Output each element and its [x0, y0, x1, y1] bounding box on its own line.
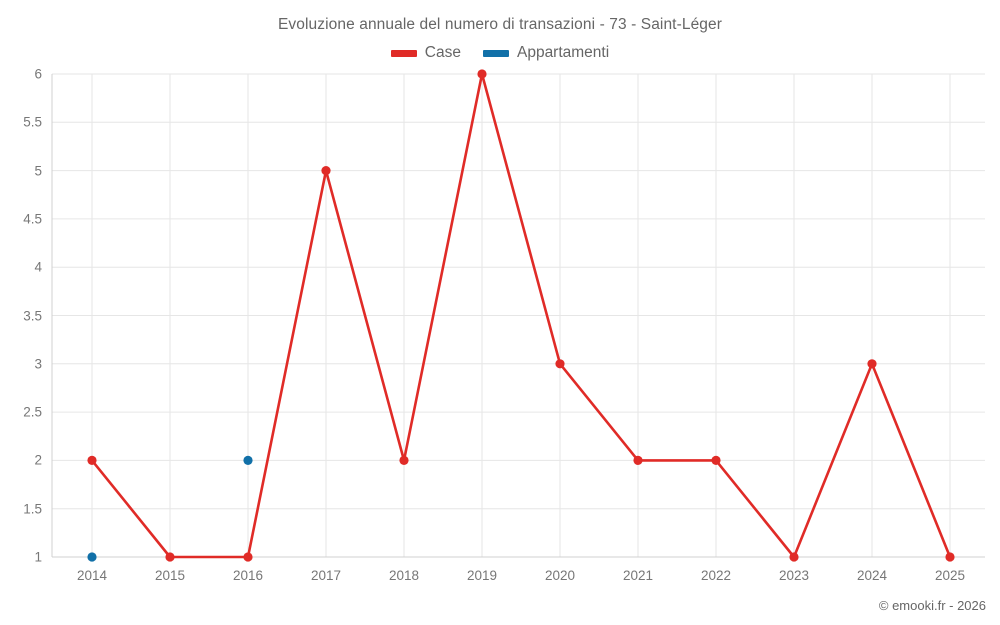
legend-item-case[interactable]: Case — [390, 44, 461, 62]
x-tick-label-2025: 2025 — [934, 568, 966, 583]
y-tick-label: 2 — [34, 452, 42, 468]
series-lines — [90, 72, 952, 559]
chart-legend: Case Appartamenti — [0, 44, 1000, 62]
data-point-case-2020 — [555, 359, 565, 369]
x-tick-label-2014: 2014 — [76, 568, 108, 583]
y-tick-label: 4 — [34, 259, 42, 275]
data-point-appartamenti-2014 — [87, 552, 97, 562]
data-point-case-2019 — [477, 69, 487, 79]
y-tick-label: 5.5 — [23, 114, 42, 130]
y-tick-label: 4.5 — [23, 211, 42, 227]
series-line-case — [90, 72, 952, 559]
data-point-case-2018 — [399, 455, 409, 465]
y-tick-label: 1.5 — [23, 501, 42, 517]
x-tick-label-2015: 2015 — [154, 568, 186, 583]
data-point-case-2016 — [243, 552, 253, 562]
legend-swatch-appartamenti — [482, 49, 509, 57]
legend-item-appartamenti[interactable]: Appartamenti — [482, 44, 610, 62]
data-point-appartamenti-2016 — [243, 455, 253, 465]
legend-swatch-case — [390, 49, 417, 57]
data-point-case-2021 — [633, 455, 643, 465]
data-point-case-2017 — [321, 166, 331, 176]
y-tick-label: 6 — [34, 66, 42, 82]
legend-label-case: Case — [424, 44, 461, 61]
y-tick-label: 1 — [34, 549, 42, 565]
chart-title: Evoluzione annuale del numero di transaz… — [277, 16, 722, 33]
data-point-case-2025 — [945, 552, 955, 562]
series-markers — [87, 69, 955, 562]
x-tick-label-2024: 2024 — [856, 568, 888, 583]
y-tick-label: 5 — [34, 163, 42, 179]
data-point-case-2015 — [165, 552, 175, 562]
x-tick-label-2019: 2019 — [466, 568, 498, 583]
x-tick-label-2022: 2022 — [700, 568, 732, 583]
x-tick-label-2016: 2016 — [232, 568, 264, 583]
y-tick-label: 2.5 — [23, 404, 42, 420]
data-point-case-2022 — [711, 455, 721, 465]
footer-copyright: © emooki.fr - 2026 — [878, 598, 986, 613]
data-point-case-2014 — [87, 455, 97, 465]
y-tick-label: 3 — [34, 356, 42, 372]
x-tick-label-2023: 2023 — [778, 568, 810, 583]
y-tick-label: 3.5 — [23, 308, 42, 323]
legend-label-appartamenti: Appartamenti — [516, 44, 610, 61]
grid-lines — [52, 73, 985, 558]
x-tick-label-2020: 2020 — [544, 568, 576, 583]
data-point-case-2023 — [789, 552, 799, 562]
x-tick-label-2018: 2018 — [388, 568, 420, 583]
x-tick-label-2017: 2017 — [310, 568, 342, 583]
x-tick-label-2021: 2021 — [622, 568, 654, 583]
data-point-case-2024 — [867, 359, 877, 369]
